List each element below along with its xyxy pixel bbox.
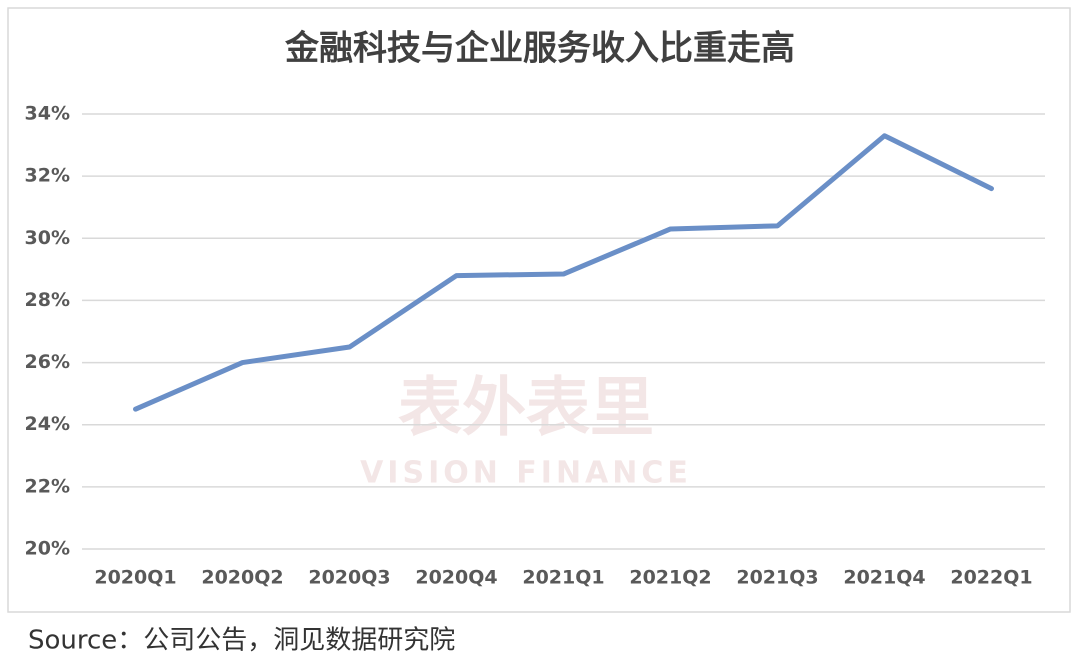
line <box>133 133 994 412</box>
y-tick-label: 26% <box>25 351 70 373</box>
y-tick-label: 32% <box>25 165 70 187</box>
x-tick-label: 2020Q4 <box>415 567 497 589</box>
y-tick-label: 28% <box>25 289 70 311</box>
x-tick-label: 2020Q1 <box>94 567 176 589</box>
x-tick-label: 2021Q3 <box>736 567 818 589</box>
chart-title: 金融科技与企业服务收入比重走高 <box>284 29 795 69</box>
y-tick-label: 20% <box>25 538 70 560</box>
y-tick-label: 30% <box>25 227 70 249</box>
x-tick-label: 2020Q3 <box>308 567 390 589</box>
chart-frame <box>7 7 1071 613</box>
x-tick-label: 2022Q1 <box>950 567 1032 589</box>
watermark: VISION FINANCE <box>360 456 692 491</box>
watermark: 表外表里 <box>398 372 654 446</box>
x-tick-label: 2021Q4 <box>843 567 925 589</box>
y-tick-label: 34% <box>25 103 70 125</box>
x-tick-label: 2021Q2 <box>629 567 711 589</box>
x-tick-label: 2020Q2 <box>201 567 283 589</box>
y-tick-label: 22% <box>25 475 70 497</box>
source: Source：公司公告，洞见数据研究院 <box>28 626 455 656</box>
x-tick-label: 2021Q1 <box>522 567 604 589</box>
y-tick-label: 24% <box>25 413 70 435</box>
